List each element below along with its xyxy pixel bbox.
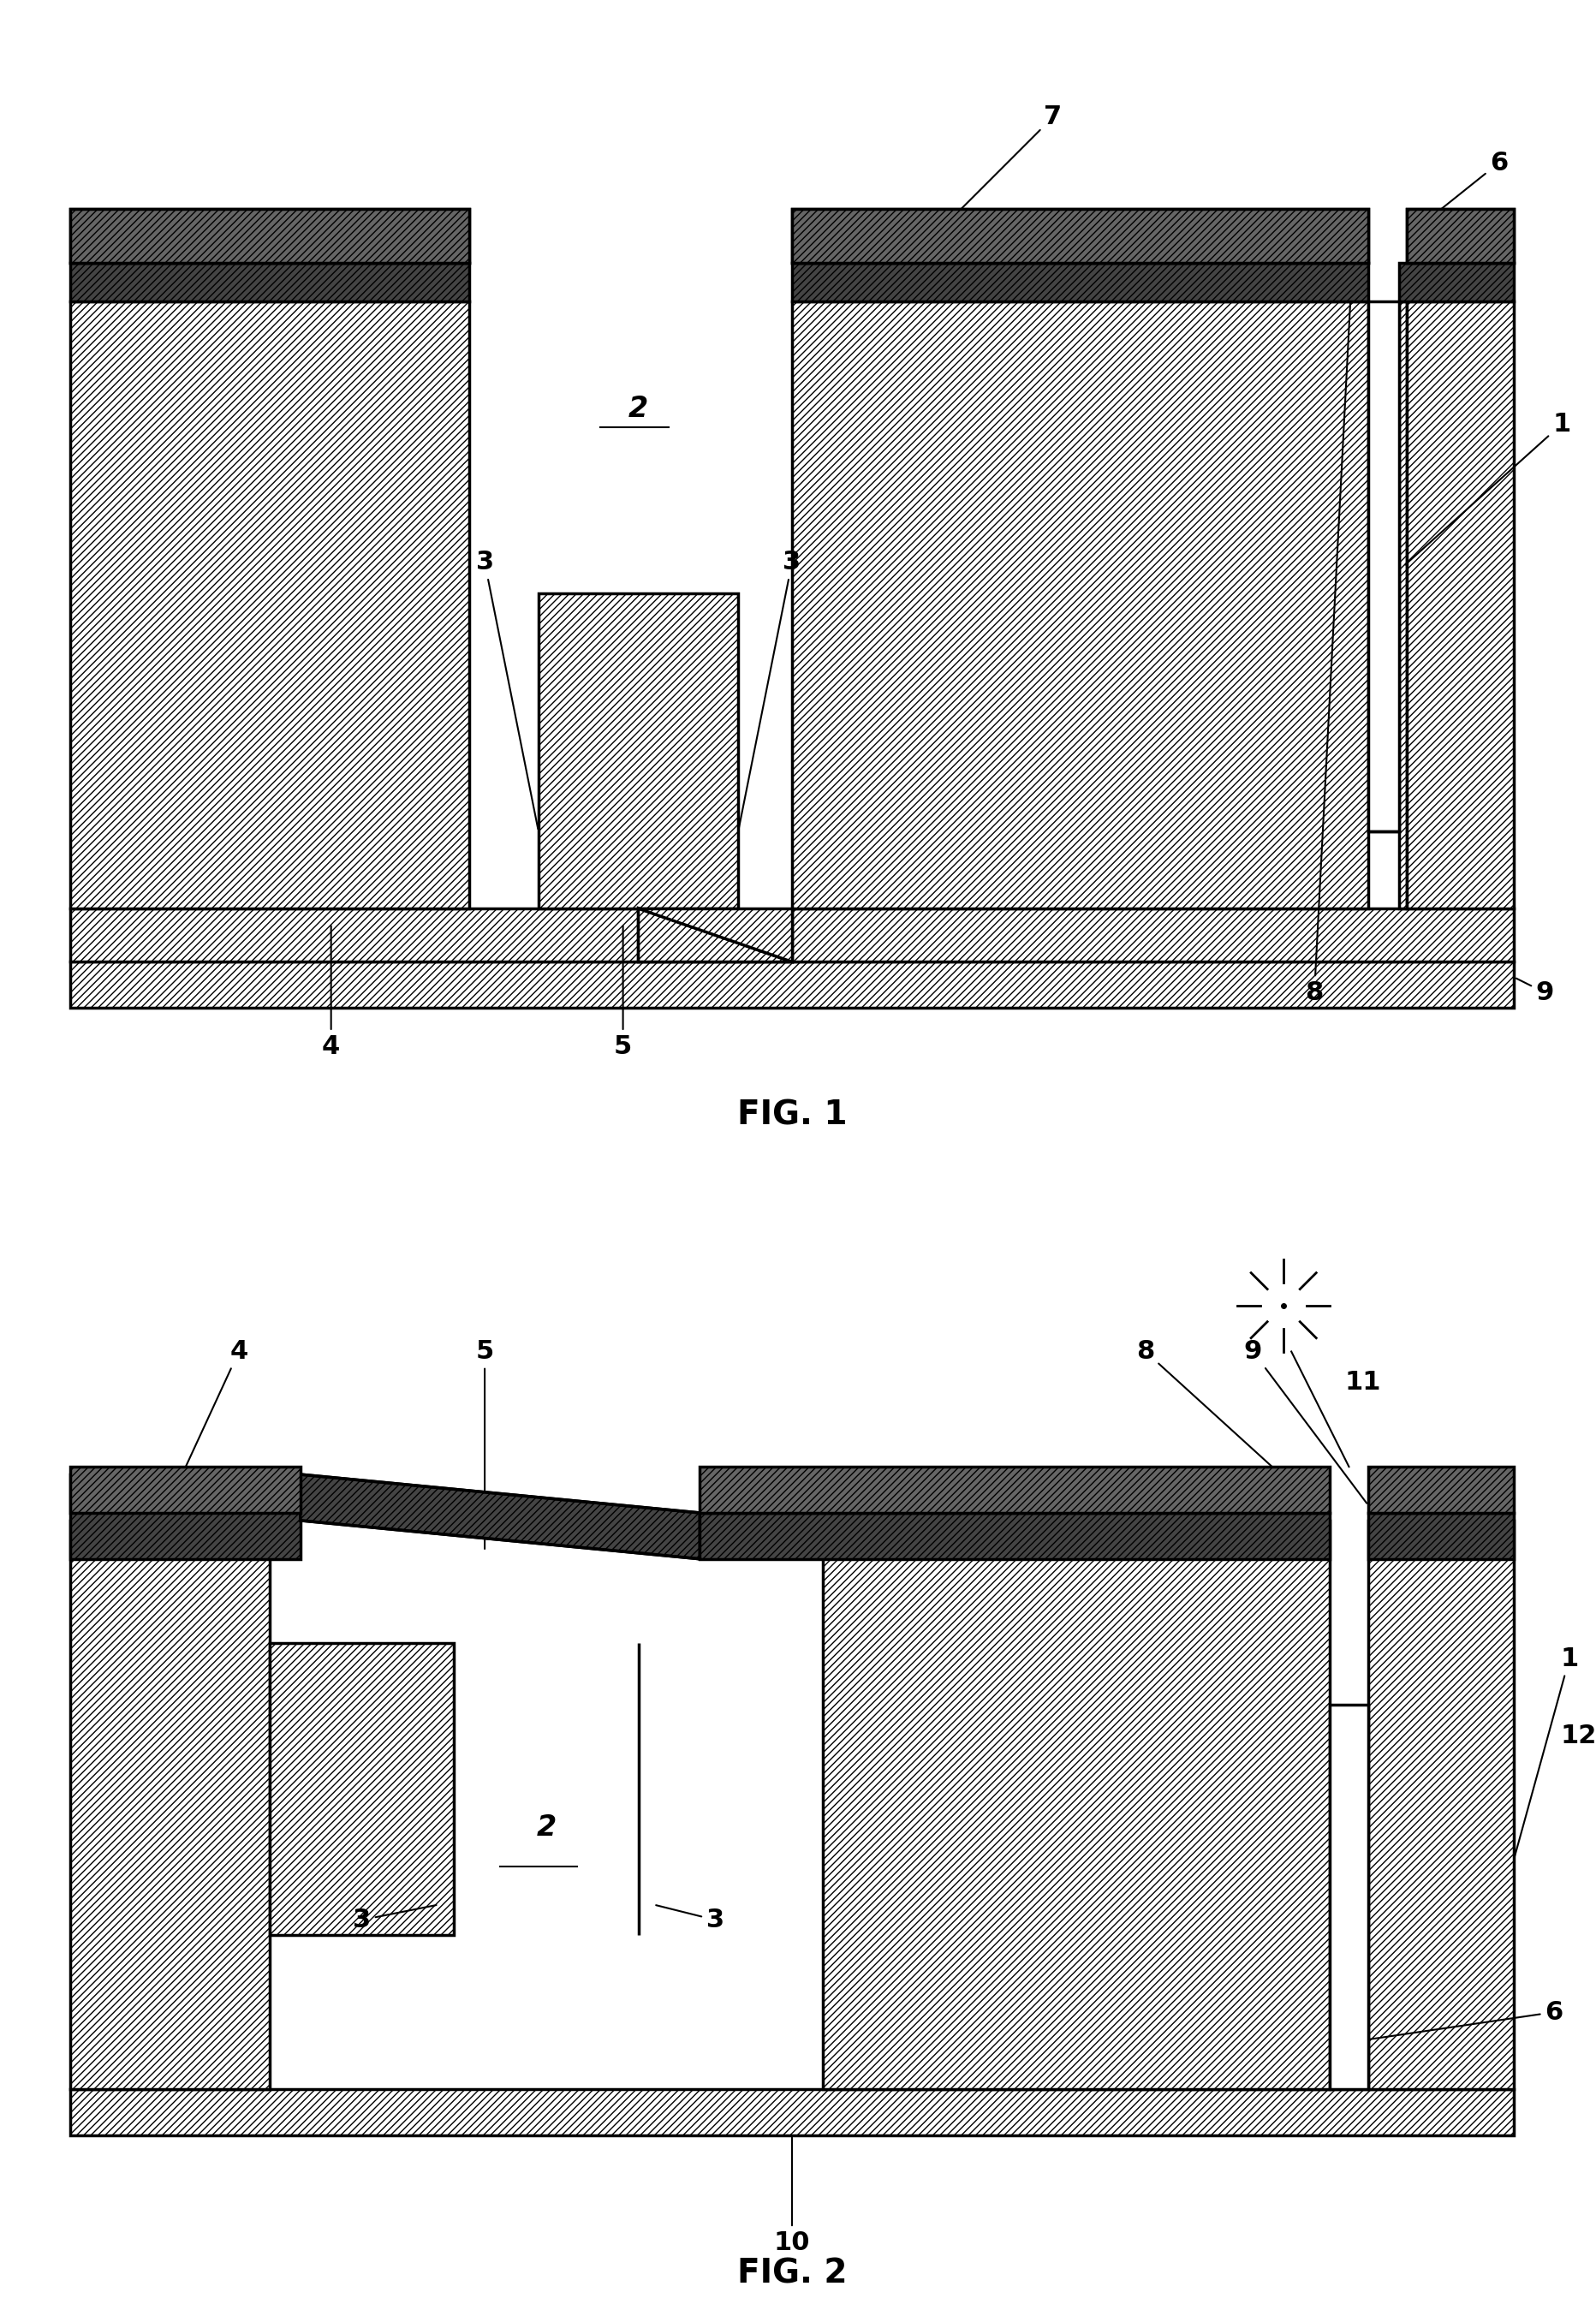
Text: FIG. 1: FIG. 1 — [737, 1098, 847, 1131]
Polygon shape — [70, 1468, 300, 1514]
Text: 3: 3 — [656, 1904, 725, 1932]
Text: 3: 3 — [739, 550, 801, 829]
Polygon shape — [1406, 302, 1515, 908]
Text: 3: 3 — [353, 1904, 436, 1932]
Polygon shape — [1368, 1514, 1515, 1558]
Polygon shape — [70, 961, 1515, 1008]
Text: 8: 8 — [1306, 258, 1353, 1005]
Text: 5: 5 — [476, 1340, 493, 1549]
Text: 9: 9 — [1516, 978, 1555, 1005]
Text: 4: 4 — [322, 926, 340, 1059]
Polygon shape — [792, 302, 1368, 908]
Polygon shape — [70, 209, 469, 262]
Polygon shape — [699, 1514, 1329, 1558]
Bar — [1368, 302, 1398, 831]
Text: 2: 2 — [536, 1813, 555, 1841]
Text: 6: 6 — [1347, 1999, 1562, 2043]
Polygon shape — [70, 302, 469, 908]
Text: 5: 5 — [614, 926, 632, 1059]
Text: 3: 3 — [476, 550, 538, 829]
Polygon shape — [792, 908, 1515, 961]
Text: 10: 10 — [774, 2139, 811, 2255]
Text: 6: 6 — [1424, 151, 1508, 223]
Text: 2: 2 — [629, 395, 648, 423]
Polygon shape — [1368, 1468, 1515, 1514]
Bar — [70, 209, 469, 262]
Polygon shape — [638, 908, 792, 961]
Polygon shape — [638, 908, 792, 961]
Polygon shape — [70, 1474, 300, 1558]
Polygon shape — [1368, 1521, 1515, 2090]
Polygon shape — [300, 1474, 699, 1558]
Polygon shape — [822, 1521, 1329, 2090]
Bar — [1406, 209, 1515, 262]
Text: 9: 9 — [1243, 1340, 1366, 1502]
Polygon shape — [638, 908, 792, 961]
Polygon shape — [792, 209, 1368, 262]
Polygon shape — [538, 592, 739, 908]
Text: 12: 12 — [1561, 1723, 1596, 1748]
Polygon shape — [70, 262, 469, 302]
Bar — [792, 209, 1368, 262]
Text: 8: 8 — [1136, 1340, 1312, 1505]
Polygon shape — [1398, 262, 1515, 302]
Text: 1: 1 — [1404, 411, 1570, 564]
Polygon shape — [699, 1468, 1329, 1514]
Text: 1: 1 — [1515, 1646, 1578, 1855]
Polygon shape — [70, 1521, 270, 2090]
Polygon shape — [792, 262, 1368, 302]
Polygon shape — [70, 2090, 1515, 2134]
Text: 4: 4 — [148, 1340, 247, 1549]
Polygon shape — [270, 1644, 453, 1934]
Text: 11: 11 — [1345, 1370, 1382, 1396]
Bar — [1329, 1704, 1368, 2090]
Text: 7: 7 — [948, 104, 1063, 223]
Text: FIG. 2: FIG. 2 — [737, 2257, 847, 2289]
Polygon shape — [1406, 209, 1515, 262]
Polygon shape — [1398, 302, 1406, 908]
Polygon shape — [70, 908, 638, 961]
